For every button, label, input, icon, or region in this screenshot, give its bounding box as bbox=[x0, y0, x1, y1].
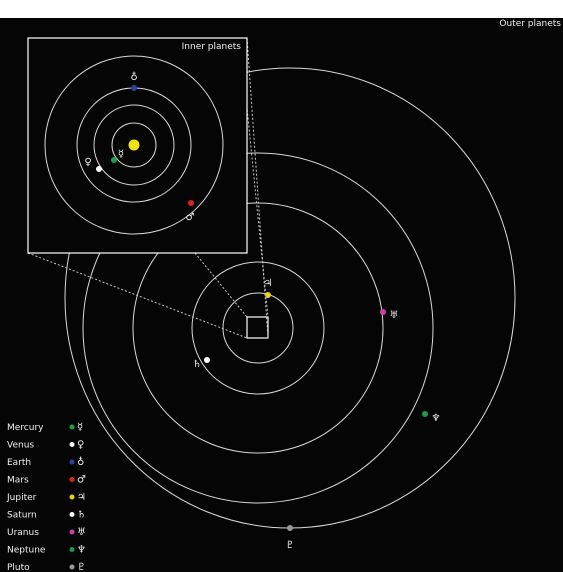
jupiter-orbit bbox=[222, 292, 294, 364]
inner-planets-inset bbox=[27, 37, 248, 254]
jupiter-legend-dot bbox=[69, 494, 75, 500]
mercury-legend-dot bbox=[69, 424, 75, 430]
jupiter-marker bbox=[265, 292, 271, 298]
neptune-legend-label: Neptune bbox=[7, 546, 46, 556]
jupiter-legend-symbol: ♃ bbox=[77, 492, 86, 503]
earth-symbol: ♁ bbox=[130, 71, 137, 83]
venus-marker bbox=[96, 166, 102, 172]
pluto-marker bbox=[287, 525, 293, 531]
saturn-legend-symbol: ♄ bbox=[77, 510, 86, 521]
neptune-legend-symbol: ♆ bbox=[77, 545, 86, 556]
planet-legend: Mercury ☿ Venus ♀ Earth ♁ Mars ♂ Jupiter ♃ Saturn ♄… bbox=[6, 422, 86, 572]
earth-marker bbox=[131, 85, 137, 91]
mars-orbit bbox=[44, 55, 224, 235]
pluto-legend-dot bbox=[69, 564, 75, 570]
planet-markers: ☿ ♀ ♁ ♂ ♃ ♄ ♅ ♆ ♇ bbox=[84, 71, 440, 551]
mercury-orbit bbox=[111, 122, 157, 168]
earth-legend-symbol: ♁ bbox=[77, 456, 84, 468]
mars-legend-dot bbox=[69, 477, 75, 482]
zoom-connector-lines bbox=[27, 37, 269, 339]
neptune-legend-dot bbox=[69, 547, 75, 552]
uranus-orbit bbox=[132, 202, 384, 454]
outer-planets-title: Outer planets bbox=[499, 19, 561, 29]
venus-symbol: ♀ bbox=[84, 157, 91, 168]
neptune-marker bbox=[422, 411, 428, 417]
earth-legend-dot bbox=[69, 459, 75, 465]
venus-legend-label: Venus bbox=[7, 441, 34, 451]
saturn-orbit bbox=[191, 261, 325, 395]
mars-legend-symbol: ♂ bbox=[77, 475, 86, 486]
sun bbox=[128, 139, 140, 151]
uranus-legend-dot bbox=[69, 529, 75, 535]
neptune-orbit bbox=[82, 152, 434, 504]
mercury-marker bbox=[111, 157, 117, 163]
mercury-legend-symbol: ☿ bbox=[77, 422, 83, 433]
venus-orbit bbox=[93, 104, 175, 186]
venus-legend-symbol: ♀ bbox=[77, 440, 84, 451]
saturn-symbol: ♄ bbox=[193, 359, 202, 370]
mars-symbol: ♂ bbox=[186, 212, 195, 223]
pluto-legend-label: Pluto bbox=[7, 563, 30, 572]
saturn-legend-dot bbox=[69, 512, 75, 517]
diagram-canvas: Outer planets Inner planets ☿ ♀ ♁ ♂ ♃ ♄ ♅ ♆ ♇ Me… bbox=[6, 19, 561, 572]
mercury-symbol: ☿ bbox=[118, 149, 124, 160]
uranus-symbol: ♅ bbox=[390, 310, 399, 321]
mars-marker bbox=[188, 200, 194, 206]
jupiter-symbol: ♃ bbox=[264, 278, 273, 289]
venus-legend-dot bbox=[69, 442, 75, 447]
pluto-symbol: ♇ bbox=[286, 540, 295, 551]
inner-zoom-box bbox=[246, 316, 269, 339]
uranus-legend-label: Uranus bbox=[7, 528, 39, 538]
neptune-symbol: ♆ bbox=[432, 413, 441, 424]
saturn-marker bbox=[204, 357, 210, 363]
pluto-legend-symbol: ♇ bbox=[77, 562, 86, 572]
uranus-marker bbox=[380, 309, 386, 315]
mars-legend-label: Mars bbox=[7, 476, 29, 486]
uranus-legend-symbol: ♅ bbox=[77, 527, 86, 538]
solar-system-diagram: Outer planets Inner planets ☿ ♀ ♁ ♂ ♃ ♄ ♅ ♆ ♇ Me… bbox=[0, 18, 563, 572]
saturn-legend-label: Saturn bbox=[7, 511, 37, 521]
mercury-legend-label: Mercury bbox=[7, 423, 44, 433]
earth-legend-label: Earth bbox=[7, 458, 31, 468]
inner-planets-title: Inner planets bbox=[182, 42, 242, 52]
jupiter-legend-label: Jupiter bbox=[6, 493, 37, 503]
